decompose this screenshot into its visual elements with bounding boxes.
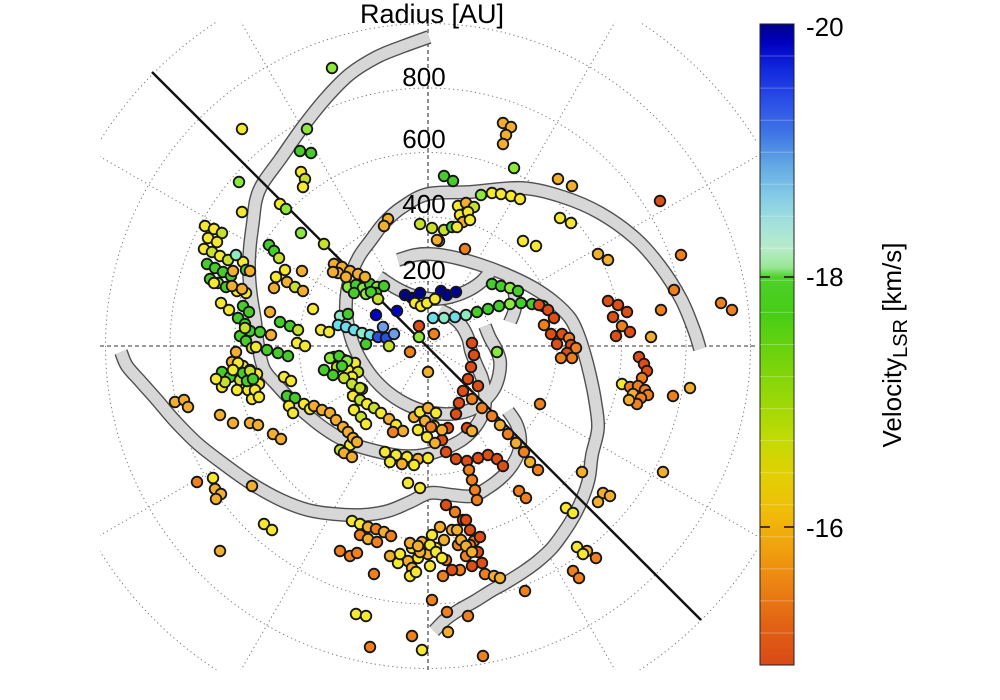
svg-text:-18: -18 xyxy=(806,262,844,292)
svg-text:-20: -20 xyxy=(806,12,844,42)
svg-text:VelocityLSR [km/s]: VelocityLSR [km/s] xyxy=(877,242,912,447)
svg-text:200: 200 xyxy=(402,255,445,285)
svg-text:600: 600 xyxy=(402,124,445,154)
svg-text:800: 800 xyxy=(402,62,445,92)
svg-text:Radius [AU]: Radius [AU] xyxy=(360,0,504,29)
svg-text:400: 400 xyxy=(402,189,445,219)
svg-text:-16: -16 xyxy=(806,513,844,543)
